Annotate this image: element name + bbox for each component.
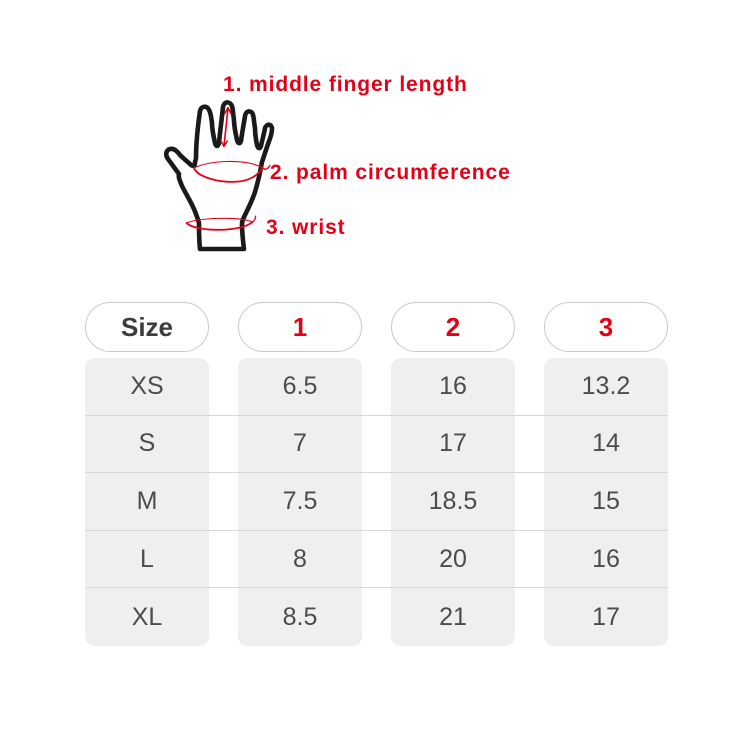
size-table: Size 1 2 3 XS 6.5 16 13.2 S 7 17 14 M 7.…	[85, 302, 668, 646]
cell-palm-circumference: 18.5	[391, 473, 515, 530]
cell-finger-length: 8	[238, 530, 362, 588]
hand-illustration	[163, 100, 275, 252]
hand-measurement-figure: 1. middle finger length 2. palm circumfe…	[0, 0, 750, 300]
table-row-s: S 7 17 14	[85, 415, 668, 474]
cell-finger-length: 8.5	[238, 588, 362, 646]
size-table-header: Size 1 2 3	[85, 302, 668, 352]
cell-size: L	[85, 530, 209, 588]
table-row-l: L 8 20 16	[85, 530, 668, 589]
cell-finger-length: 7.5	[238, 473, 362, 530]
cell-size: XL	[85, 588, 209, 646]
header-pill-size: Size	[85, 302, 209, 352]
cell-palm-circumference: 21	[391, 588, 515, 646]
palm-circumference-ellipse	[193, 160, 271, 183]
table-row-m: M 7.5 18.5 15	[85, 473, 668, 531]
header-pill-1: 1	[238, 302, 362, 352]
size-table-body: XS 6.5 16 13.2 S 7 17 14 M 7.5 18.5 15 L…	[85, 358, 668, 646]
cell-wrist: 14	[544, 415, 668, 473]
wrist-band-ellipse	[185, 215, 257, 231]
label-middle-finger-length: 1. middle finger length	[223, 73, 468, 96]
header-pill-2: 2	[391, 302, 515, 352]
cell-wrist: 13.2	[544, 358, 668, 415]
cell-finger-length: 7	[238, 415, 362, 473]
cell-palm-circumference: 17	[391, 415, 515, 473]
cell-wrist: 16	[544, 530, 668, 588]
header-pill-3: 3	[544, 302, 668, 352]
table-row-xl: XL 8.5 21 17	[85, 588, 668, 646]
hand-outline-path	[163, 100, 275, 252]
cell-wrist: 15	[544, 473, 668, 530]
cell-wrist: 17	[544, 588, 668, 646]
cell-finger-length: 6.5	[238, 358, 362, 415]
cell-size: S	[85, 415, 209, 473]
label-palm-circumference: 2. palm circumference	[270, 161, 511, 184]
table-row-xs: XS 6.5 16 13.2	[85, 358, 668, 416]
middle-finger-arrow	[220, 106, 232, 148]
cell-palm-circumference: 16	[391, 358, 515, 415]
cell-size: XS	[85, 358, 209, 415]
cell-palm-circumference: 20	[391, 530, 515, 588]
label-wrist: 3. wrist	[266, 216, 346, 239]
cell-size: M	[85, 473, 209, 530]
